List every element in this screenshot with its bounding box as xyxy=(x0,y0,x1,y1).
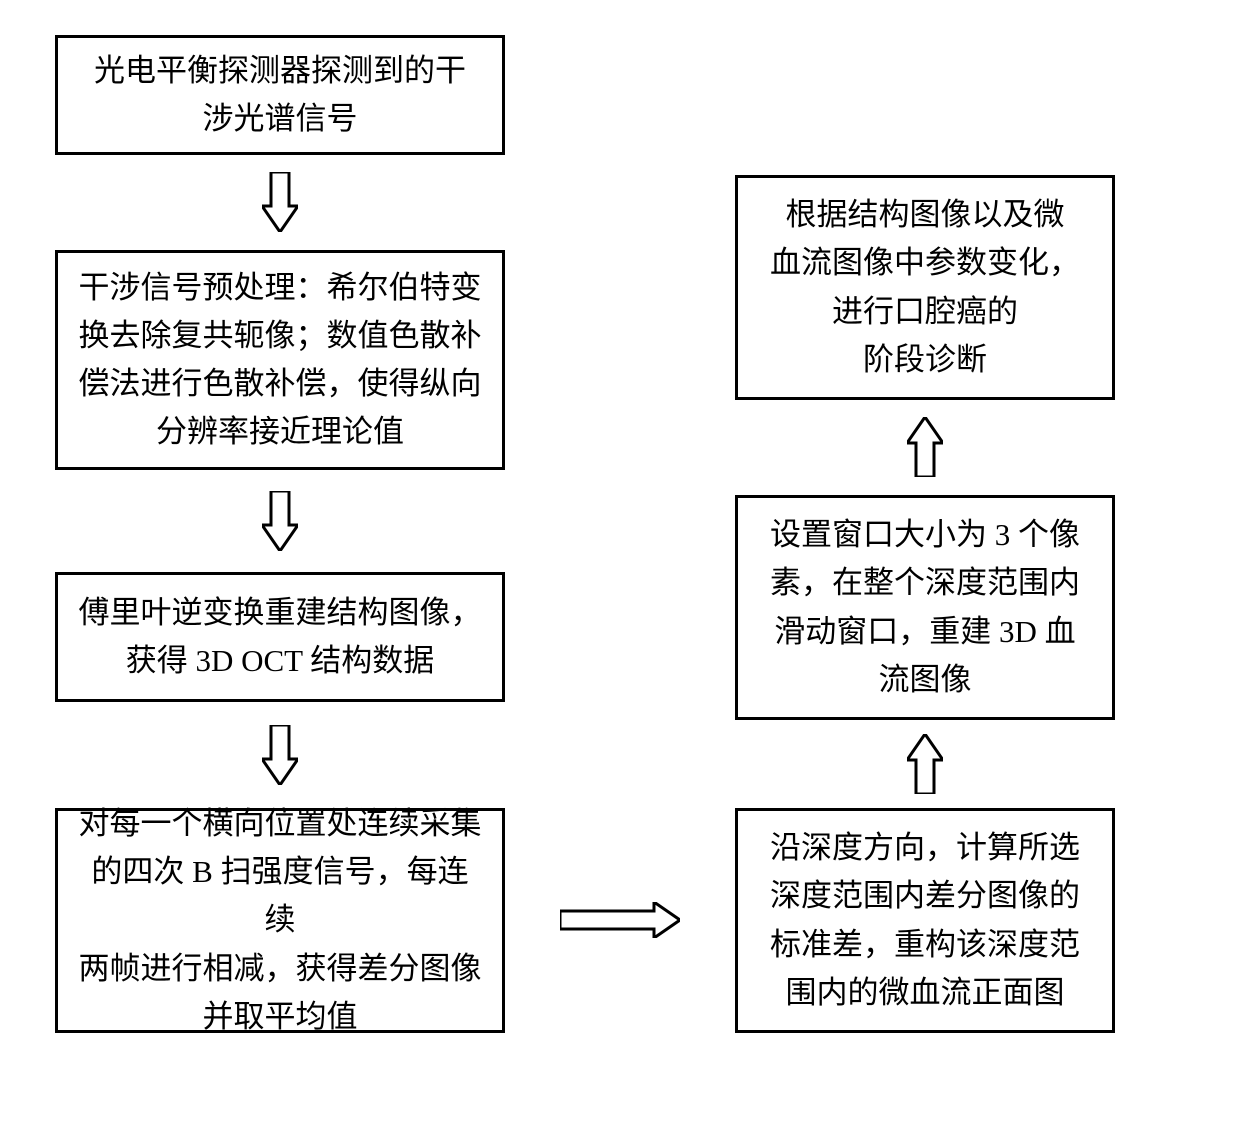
flow-arrow-right-icon xyxy=(560,902,680,943)
flow-node-text: 根据结构图像以及微血流图像中参数变化，进行口腔癌的阶段诊断 xyxy=(770,191,1080,383)
flow-node-n6: 设置窗口大小为 3 个像素，在整个深度范围内滑动窗口，重建 3D 血流图像 xyxy=(735,495,1115,720)
flow-node-text: 设置窗口大小为 3 个像素，在整个深度范围内滑动窗口，重建 3D 血流图像 xyxy=(770,511,1080,703)
flow-arrow-up-icon xyxy=(907,734,943,799)
flow-node-n4: 对每一个横向位置处连续采集的四次 B 扫强度信号，每连续两帧进行相减，获得差分图… xyxy=(55,808,505,1033)
flow-node-text: 光电平衡探测器探测到的干涉光谱信号 xyxy=(94,47,466,143)
flow-node-text: 沿深度方向，计算所选深度范围内差分图像的标准差，重构该深度范围内的微血流正面图 xyxy=(770,824,1080,1016)
flow-node-n3: 傅里叶逆变换重建结构图像，获得 3D OCT 结构数据 xyxy=(55,572,505,702)
flow-node-n7: 根据结构图像以及微血流图像中参数变化，进行口腔癌的阶段诊断 xyxy=(735,175,1115,400)
flow-arrow-down-icon xyxy=(262,172,298,237)
flow-node-n1: 光电平衡探测器探测到的干涉光谱信号 xyxy=(55,35,505,155)
flow-arrow-up-icon xyxy=(907,417,943,482)
flow-arrow-down-icon xyxy=(262,491,298,556)
flow-node-text: 傅里叶逆变换重建结构图像，获得 3D OCT 结构数据 xyxy=(79,589,482,685)
flow-node-n5: 沿深度方向，计算所选深度范围内差分图像的标准差，重构该深度范围内的微血流正面图 xyxy=(735,808,1115,1033)
flow-arrow-down-icon xyxy=(262,725,298,790)
flow-node-text: 干涉信号预处理：希尔伯特变换去除复共轭像；数值色散补偿法进行色散补偿，使得纵向分… xyxy=(79,264,482,456)
flow-node-text: 对每一个横向位置处连续采集的四次 B 扫强度信号，每连续两帧进行相减，获得差分图… xyxy=(76,800,484,1040)
flow-node-n2: 干涉信号预处理：希尔伯特变换去除复共轭像；数值色散补偿法进行色散补偿，使得纵向分… xyxy=(55,250,505,470)
